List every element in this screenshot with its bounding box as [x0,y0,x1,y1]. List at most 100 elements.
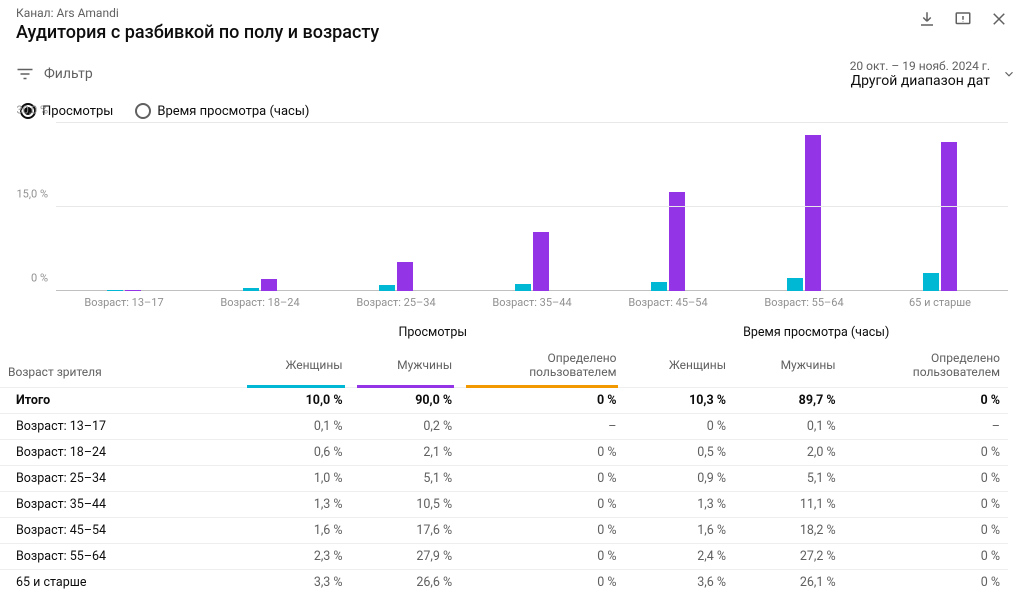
col-header[interactable]: Женщины [241,346,351,388]
y-tick-label: 15,0 % [17,188,49,201]
cell: 0 % [844,570,1008,596]
cell: 0 % [844,492,1008,518]
cell: 1,6 % [241,518,351,544]
bar-group [736,123,872,291]
row-label: Возраст: 13–17 [0,414,241,440]
table-row: 65 и старше3,3 %26,6 %0 %3,6 %26,1 %0 % [0,570,1008,596]
header-left: Канал: Ars Amandi Аудитория с разбивкой … [16,6,918,43]
bar-group [192,123,328,291]
x-tick-label: Возраст: 35–44 [464,291,600,313]
channel-name: Ars Amandi [57,6,119,20]
cell: 0 % [624,414,734,440]
bar[interactable] [941,142,957,291]
row-label: Возраст: 35–44 [0,492,241,518]
table-row: Возраст: 13–170,1 %0,2 %–0 %0,1 %– [0,414,1008,440]
row-header-label: Возраст зрителя [0,346,241,388]
y-axis: 0 %15,0 %30,0 % [4,123,52,291]
table-body: Итого10,0 %90,0 %0 %10,3 %89,7 %0 %Возра… [0,388,1008,596]
bar[interactable] [805,135,821,291]
col-header[interactable]: Определено пользователем [844,346,1008,388]
bar[interactable] [515,284,531,291]
bar[interactable] [787,278,803,291]
cell: 10,5 % [351,492,461,518]
date-selector-label: Другой диапазон дат [850,73,990,89]
table-row: Возраст: 55–642,3 %27,9 %0 %2,4 %27,2 %0… [0,544,1008,570]
row-label: Возраст: 45–54 [0,518,241,544]
cell: 0 % [460,440,624,466]
group-header-watch: Время просмотра (часы) [624,313,1008,346]
bar-group [872,123,1008,291]
bar[interactable] [923,273,939,291]
chevron-down-icon [1002,67,1016,81]
col-header[interactable]: Женщины [624,346,734,388]
toolbar: Фильтр 20 окт. – 19 нояб. 2024 г. Другой… [0,51,1024,97]
filter-icon [16,68,34,80]
col-header[interactable]: Определено пользователем [460,346,624,388]
row-label: Возраст: 55–64 [0,544,241,570]
filter-label: Фильтр [44,66,93,82]
bar-groups [56,123,1008,291]
header: Канал: Ars Amandi Аудитория с разбивкой … [0,0,1024,51]
bar-group [328,123,464,291]
cell: 1,3 % [241,492,351,518]
y-tick-label: 30,0 % [17,104,49,117]
bar[interactable] [669,192,685,291]
bar[interactable] [533,232,549,291]
cell: 17,6 % [351,518,461,544]
radio-views-label: Просмотры [42,104,113,119]
cell: – [844,414,1008,440]
cell: 89,7 % [734,388,844,414]
cell: 10,3 % [624,388,734,414]
cell: 2,3 % [241,544,351,570]
x-tick-label: Возраст: 13–17 [56,291,192,313]
x-tick-label: Возраст: 45–54 [600,291,736,313]
cell: 0 % [460,388,624,414]
download-icon[interactable] [918,10,936,28]
table-row: Возраст: 18–240,6 %2,1 %0 %0,5 %2,0 %0 % [0,440,1008,466]
col-header[interactable]: Мужчины [351,346,461,388]
channel-prefix: Канал: [16,6,57,20]
radio-watchtime[interactable]: Время просмотра (часы) [135,103,309,119]
cell: 27,9 % [351,544,461,570]
filter-button[interactable]: Фильтр [16,66,93,82]
bar-group [600,123,736,291]
close-icon[interactable] [990,10,1008,28]
cell: 0 % [460,492,624,518]
feedback-icon[interactable] [954,10,972,28]
cell: 90,0 % [351,388,461,414]
cell: 26,1 % [734,570,844,596]
bar-group [464,123,600,291]
radio-watchtime-label: Время просмотра (часы) [157,104,309,119]
cell: 2,4 % [624,544,734,570]
cell: 1,3 % [624,492,734,518]
cell: 0,9 % [624,466,734,492]
x-tick-label: Возраст: 18–24 [192,291,328,313]
col-header[interactable]: Мужчины [734,346,844,388]
cell: 0 % [844,544,1008,570]
cell: 0 % [460,518,624,544]
cell: 0,6 % [241,440,351,466]
table-row: Возраст: 45–541,6 %17,6 %0 %1,6 %18,2 %0… [0,518,1008,544]
cell: 3,3 % [241,570,351,596]
cell: 11,1 % [734,492,844,518]
table-row: Возраст: 25–341,0 %5,1 %0 %0,9 %5,1 %0 % [0,466,1008,492]
bar[interactable] [261,279,277,291]
cell: 0 % [460,570,624,596]
gridline [56,206,1008,207]
chart-plot [56,123,1008,291]
header-actions [918,6,1008,28]
cell: 0,5 % [624,440,734,466]
cell: – [460,414,624,440]
cell: 0,2 % [351,414,461,440]
group-header-views: Просмотры [241,313,624,346]
cell: 0 % [460,544,624,570]
channel-label: Канал: Ars Amandi [16,6,918,20]
cell: 0 % [460,466,624,492]
bar[interactable] [651,282,667,291]
bar[interactable] [397,262,413,291]
date-range-selector[interactable]: 20 окт. – 19 нояб. 2024 г. Другой диапаз… [850,59,1008,89]
data-table: Просмотры Время просмотра (часы) Возраст… [0,313,1008,595]
cell: 0 % [844,518,1008,544]
row-label: Возраст: 25–34 [0,466,241,492]
cell: 5,1 % [734,466,844,492]
